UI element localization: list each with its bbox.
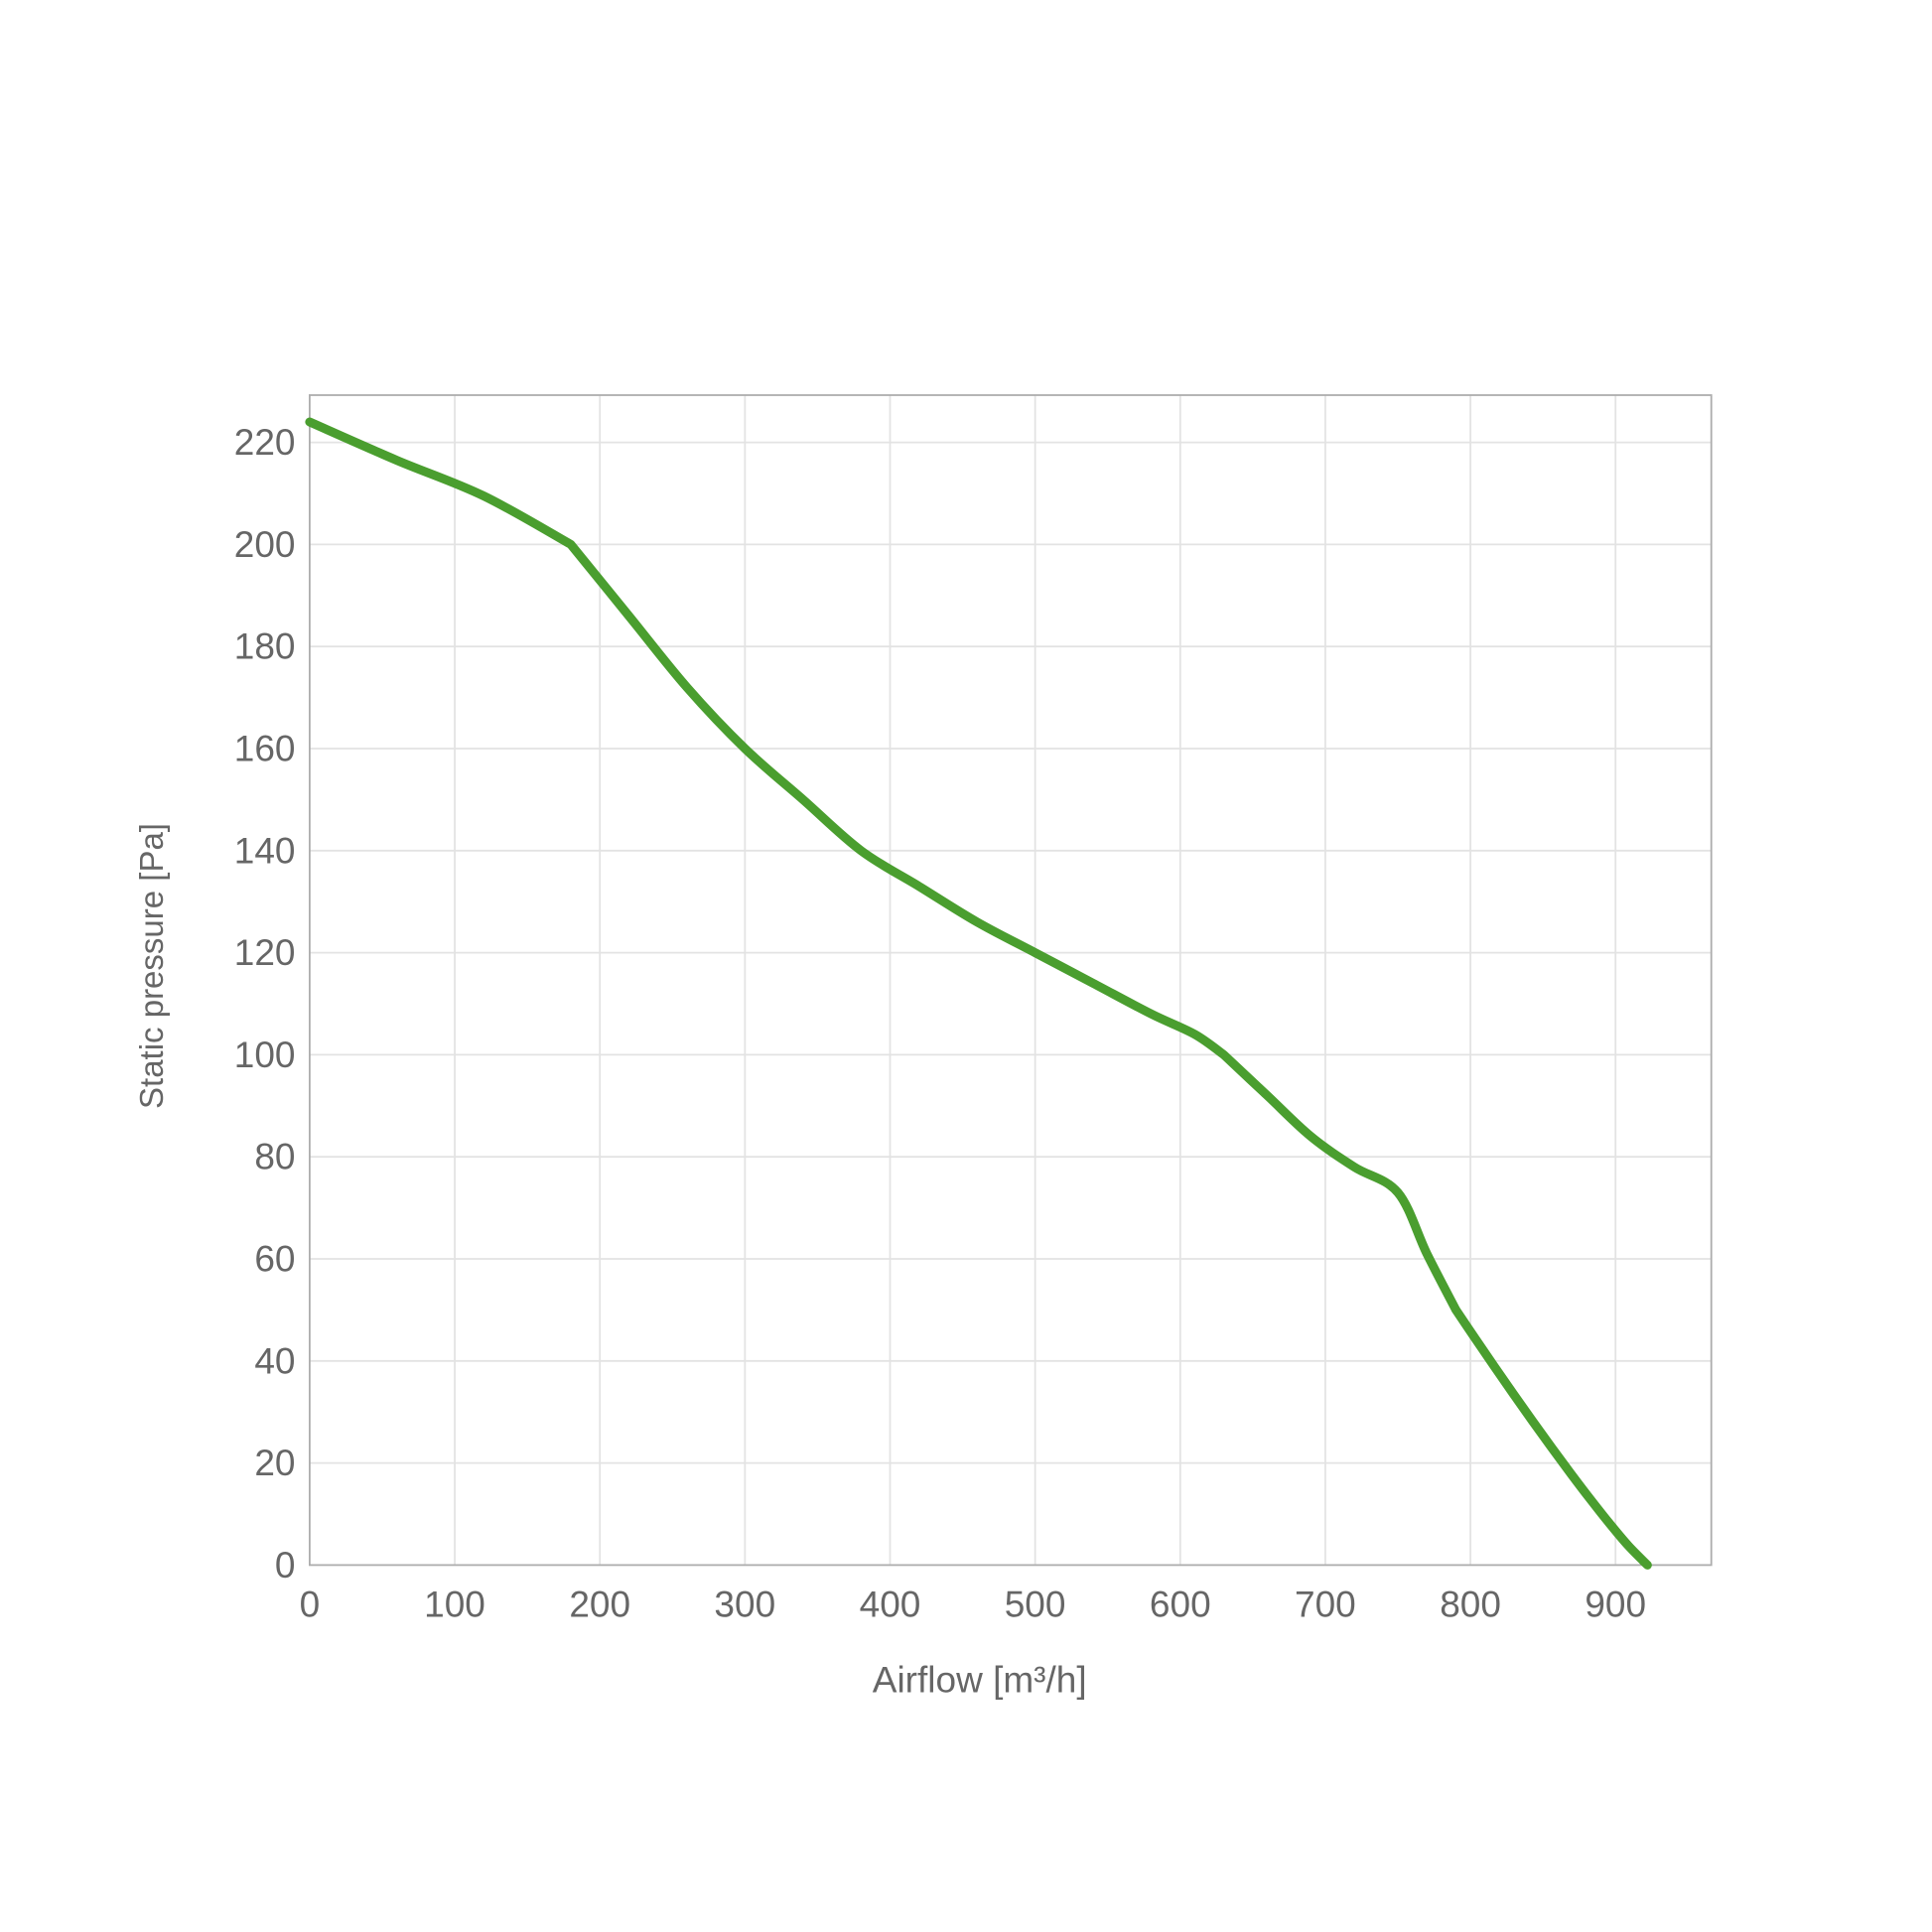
svg-text:80: 80 xyxy=(254,1137,295,1177)
svg-text:500: 500 xyxy=(1005,1584,1066,1624)
svg-text:200: 200 xyxy=(234,524,296,565)
svg-text:800: 800 xyxy=(1440,1584,1501,1624)
svg-text:100: 100 xyxy=(234,1035,296,1075)
svg-text:40: 40 xyxy=(254,1340,295,1381)
svg-text:180: 180 xyxy=(234,626,296,667)
svg-text:Airflow [m³/h]: Airflow [m³/h] xyxy=(873,1659,1087,1700)
svg-text:300: 300 xyxy=(714,1584,775,1624)
svg-text:200: 200 xyxy=(569,1584,630,1624)
svg-text:700: 700 xyxy=(1295,1584,1356,1624)
svg-text:140: 140 xyxy=(234,830,296,871)
svg-text:900: 900 xyxy=(1585,1584,1646,1624)
svg-text:Static pressure [Pa]: Static pressure [Pa] xyxy=(133,823,170,1109)
svg-text:0: 0 xyxy=(275,1545,296,1586)
svg-text:160: 160 xyxy=(234,729,296,769)
svg-text:220: 220 xyxy=(234,422,296,463)
svg-text:600: 600 xyxy=(1150,1584,1211,1624)
svg-text:120: 120 xyxy=(234,932,296,973)
svg-text:0: 0 xyxy=(300,1584,321,1624)
svg-text:400: 400 xyxy=(860,1584,921,1624)
svg-text:60: 60 xyxy=(254,1239,295,1280)
svg-text:20: 20 xyxy=(254,1443,295,1483)
svg-text:100: 100 xyxy=(424,1584,485,1624)
